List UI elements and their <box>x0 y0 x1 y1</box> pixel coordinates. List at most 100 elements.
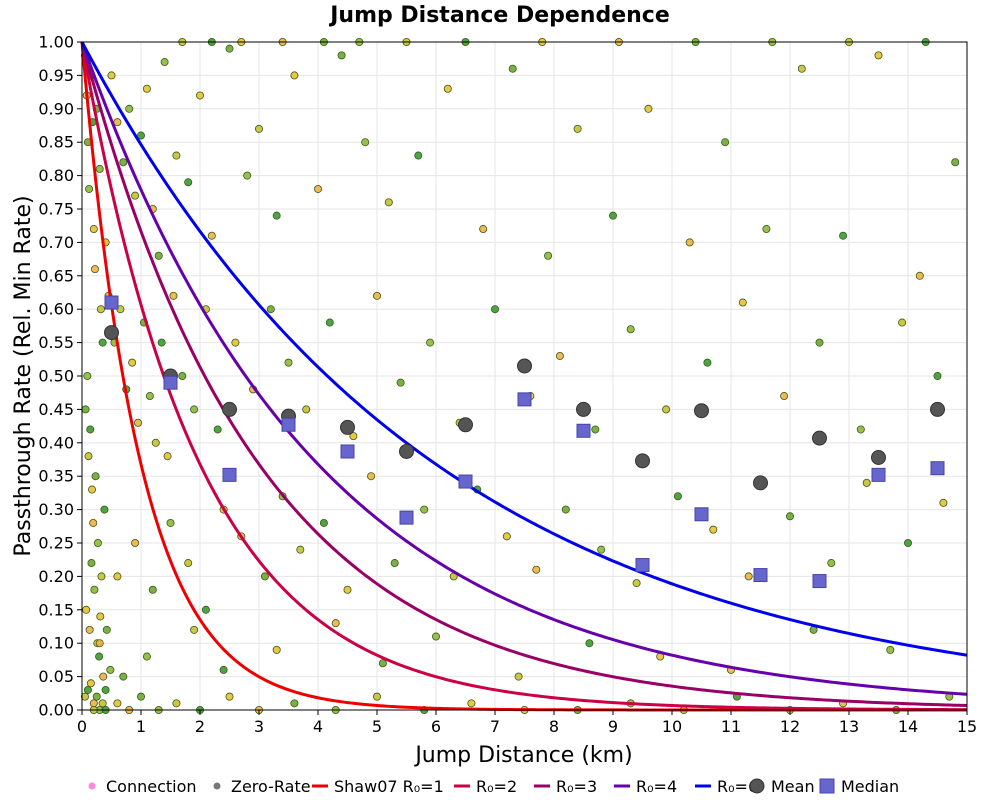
scatter-point <box>626 325 635 334</box>
median-marker <box>753 568 768 583</box>
scatter-point <box>201 605 210 614</box>
scatter-point <box>92 692 101 701</box>
median-marker <box>694 507 709 522</box>
scatter-point <box>915 271 924 280</box>
scatter-point <box>163 452 172 461</box>
scatter-point <box>95 639 104 648</box>
scatter-point <box>396 378 405 387</box>
scatter-point <box>266 305 275 314</box>
y-tick-label: 0.05 <box>38 667 74 686</box>
scatter-point <box>721 138 730 147</box>
scatter-point <box>178 371 187 380</box>
scatter-point <box>254 124 263 133</box>
legend-label-6: R₀=6 <box>717 777 758 796</box>
mean-marker <box>930 401 945 417</box>
scatter-point <box>797 64 806 73</box>
scatter-point <box>591 425 600 434</box>
scatter-point <box>479 225 488 234</box>
scatter-point <box>384 198 393 207</box>
scatter-point <box>131 539 140 548</box>
median-marker <box>281 417 296 432</box>
legend-label-5: R₀=4 <box>636 777 677 796</box>
scatter-point <box>98 699 107 708</box>
scatter-point <box>83 685 92 694</box>
scatter-point <box>101 685 110 694</box>
legend-swatch-8 <box>819 778 835 794</box>
scatter-point <box>190 625 199 634</box>
scatter-point <box>738 298 747 307</box>
mean-marker <box>694 403 709 419</box>
legend-label-1: Zero-Rate <box>231 777 311 796</box>
scatter-point <box>195 91 204 100</box>
scatter-point <box>107 71 116 80</box>
mean-marker <box>458 417 473 433</box>
scatter-point <box>82 605 91 614</box>
scatter-point <box>85 184 94 193</box>
scatter-point <box>219 665 228 674</box>
scatter-point <box>662 405 671 414</box>
mean-marker <box>399 443 414 459</box>
scatter-point <box>172 699 181 708</box>
scatter-point <box>113 118 122 127</box>
scatter-point <box>585 639 594 648</box>
x-tick-label: 13 <box>839 717 859 736</box>
curve-r0-3 <box>80 41 968 707</box>
y-tick-label: 0.00 <box>38 701 74 720</box>
x-tick-label: 6 <box>431 717 441 736</box>
scatter-point <box>272 211 281 220</box>
scatter-point <box>839 231 848 240</box>
scatter-point <box>172 151 181 160</box>
y-tick-label: 0.30 <box>38 500 74 519</box>
scatter-point <box>131 191 140 200</box>
scatter-point <box>119 158 128 167</box>
legend-swatch-0 <box>88 782 96 790</box>
scatter-point <box>325 318 334 327</box>
scatter-point <box>862 478 871 487</box>
y-tick-label: 0.75 <box>38 200 74 219</box>
scatter-point <box>96 612 105 621</box>
scatter-point <box>88 485 97 494</box>
scatter-point <box>856 425 865 434</box>
scatter-point <box>532 565 541 574</box>
median-marker <box>163 375 178 390</box>
median-marker <box>104 295 119 310</box>
scatter-point <box>145 392 154 401</box>
scatter-point <box>874 51 883 60</box>
mean-marker <box>340 419 355 435</box>
scatter-point <box>160 58 169 67</box>
scatter-point <box>443 84 452 93</box>
scatter-point <box>91 472 100 481</box>
scatter-point <box>272 645 281 654</box>
x-tick-label: 5 <box>372 717 382 736</box>
legend-label-0: Connection <box>106 777 197 796</box>
curve-r0-6 <box>80 41 968 657</box>
scatter-point <box>319 518 328 527</box>
scatter-point <box>93 539 102 548</box>
scatter-point <box>544 251 553 260</box>
mean-marker <box>222 401 237 417</box>
scatter-point <box>290 71 299 80</box>
y-axis-label: Passthrough Rate (Rel. Min Rate) <box>11 195 36 556</box>
scatter-point <box>184 178 193 187</box>
plot-area: 0 1 2 3 4 5 6 7 8 9 10 11 12 13 14 150.000.050.100.150.… <box>38 33 977 737</box>
scatter-point <box>367 472 376 481</box>
median-marker <box>399 510 414 525</box>
scatter-point <box>169 291 178 300</box>
scatter-point <box>508 64 517 73</box>
x-tick-label: 8 <box>549 717 559 736</box>
scatter-point <box>898 318 907 327</box>
y-tick-label: 0.95 <box>38 66 74 85</box>
scatter-point <box>148 585 157 594</box>
scatter-point <box>933 371 942 380</box>
scatter-point <box>951 158 960 167</box>
scatter-point <box>190 405 199 414</box>
scatter-point <box>83 371 92 380</box>
scatter-point <box>597 545 606 554</box>
legend-label-7: Mean <box>771 777 815 796</box>
chart-legend: Connection Zero-Rate Shaw07 R₀=1 R₀=2 R₀=3 R₀… <box>88 777 899 796</box>
scatter-point <box>87 559 96 568</box>
scatter-point <box>100 505 109 514</box>
scatter-point <box>128 358 137 367</box>
scatter-point <box>119 672 128 681</box>
